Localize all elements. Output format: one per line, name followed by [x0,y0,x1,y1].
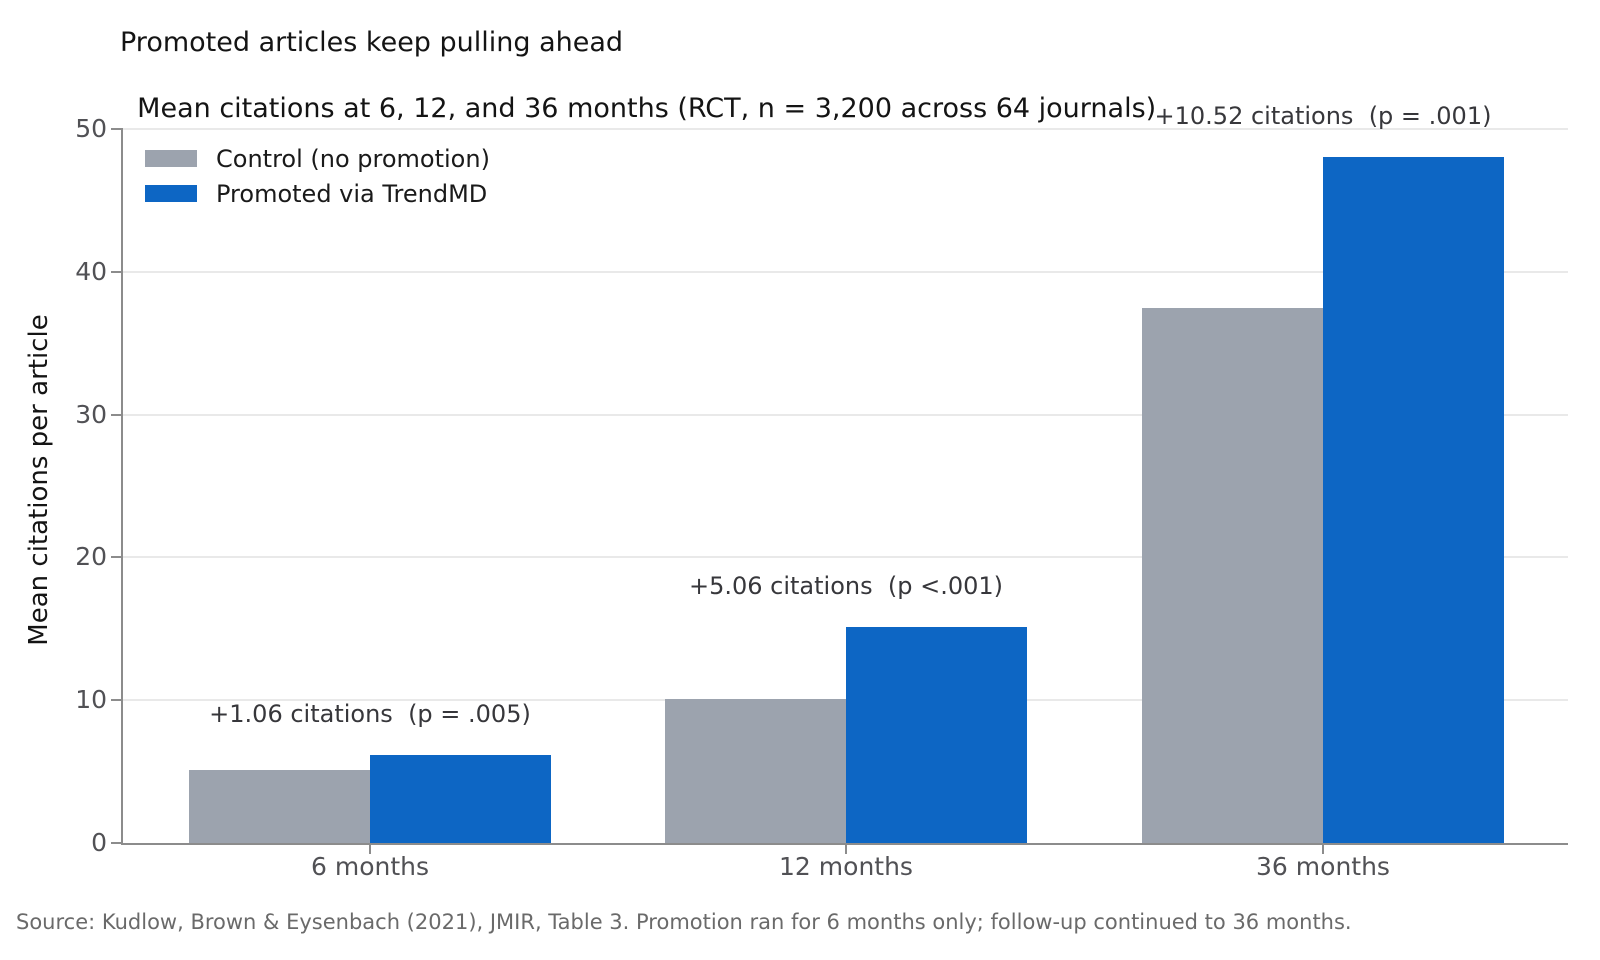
bar-control-6-months [189,770,370,843]
gridline-20 [121,556,1568,559]
y-tick-label-50: 50 [75,114,107,143]
x-tick-36-months [1322,845,1324,854]
y-tick-label-0: 0 [91,828,107,857]
y-axis-label: Mean citations per article [24,314,54,646]
chart-title-line1: Promoted articles keep pulling ahead [120,27,624,58]
y-tick-10 [111,699,121,702]
y-tick-0 [111,842,121,844]
y-tick-20 [111,556,121,559]
y-tick-label-30: 30 [75,399,107,429]
y-tick-40 [111,270,121,273]
x-tick-6-months [369,845,371,854]
legend-swatch-control [145,150,197,167]
gridline-30 [121,413,1568,416]
x-axis-spine [121,843,1568,845]
bar-promoted-36-months [1323,157,1504,843]
x-tick-12-months [845,845,847,854]
bar-promoted-12-months [846,627,1027,843]
legend-label-control: Control (no promotion) [216,144,490,173]
y-tick-label-10: 10 [75,685,107,715]
y-axis-spine [121,128,123,845]
gridline-40 [121,270,1568,273]
annotation-6-months: +1.06 citations (p = .005) [209,700,531,729]
chart-subtitle: Mean citations at 6, 12, and 36 months (… [137,93,1157,124]
x-tick-label-36-months: 36 months [1256,852,1390,881]
y-tick-label-20: 20 [75,542,107,572]
legend-row-promoted: Promoted via TrendMD [145,176,490,211]
y-tick-50 [111,128,121,130]
bar-promoted-6-months [370,755,551,843]
legend-swatch-promoted [145,185,197,202]
y-tick-label-40: 40 [75,256,107,286]
legend: Control (no promotion) Promoted via Tren… [145,141,490,211]
x-tick-label-6-months: 6 months [310,852,430,881]
legend-label-promoted: Promoted via TrendMD [216,179,488,208]
x-tick-label-12-months: 12 months [779,852,913,881]
annotation-36-months: +10.52 citations (p = .001) [1154,102,1492,131]
legend-row-control: Control (no promotion) [145,141,490,176]
source-note: Source: Kudlow, Brown & Eysenbach (2021)… [16,910,1352,934]
annotation-12-months: +5.06 citations (p <.001) [688,571,1004,600]
bar-control-36-months [1142,308,1323,843]
y-tick-30 [111,413,121,416]
chart-title: Promoted articles keep pulling ahead Mea… [120,26,1156,125]
gridline-50 [121,128,1568,130]
bar-control-12-months [665,699,846,843]
